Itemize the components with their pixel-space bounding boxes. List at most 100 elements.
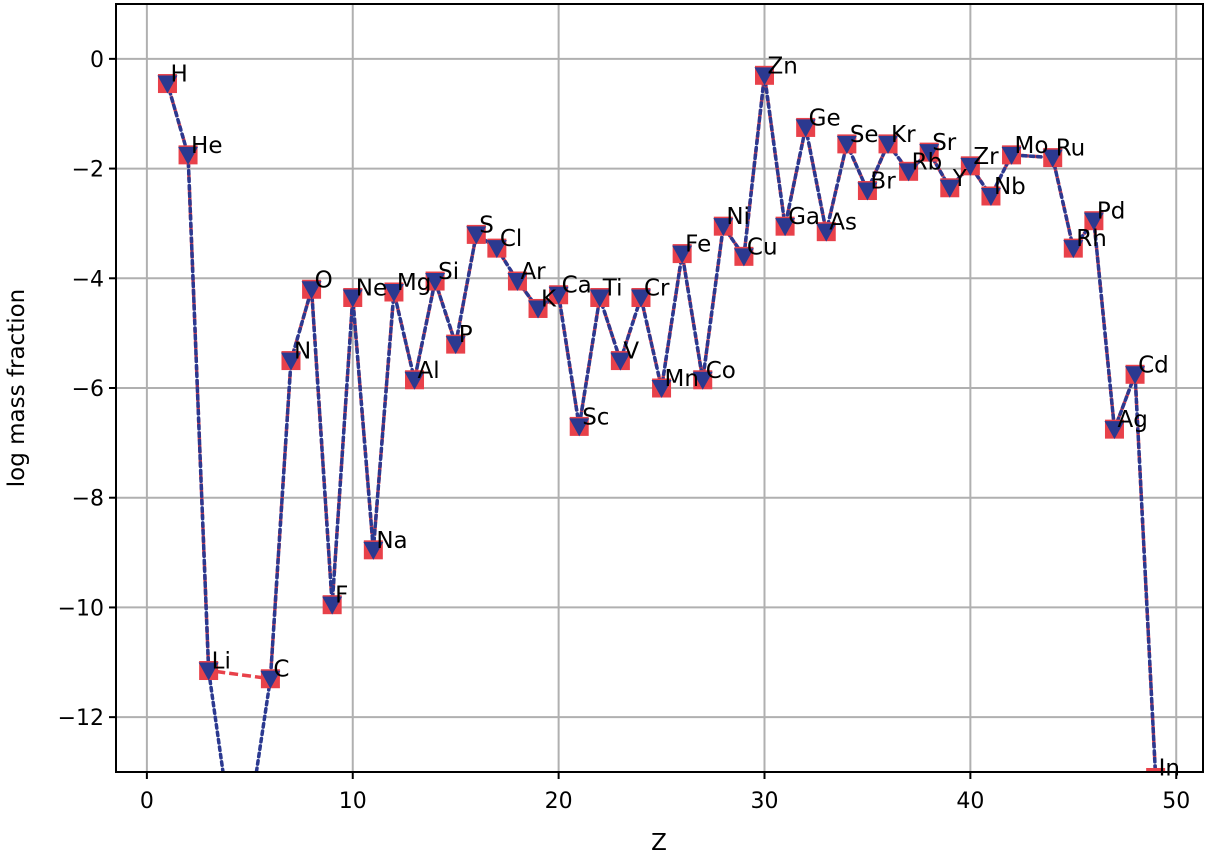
element-label: K xyxy=(541,286,557,312)
element-label: Kr xyxy=(891,122,916,148)
triangle-marker xyxy=(1104,421,1125,440)
y-tick-label: −12 xyxy=(58,706,104,731)
element-label: Nb xyxy=(994,174,1026,200)
element-label: N xyxy=(294,339,311,365)
y-tick-label: −4 xyxy=(72,267,104,292)
triangle-marker xyxy=(507,273,528,292)
element-label: Ne xyxy=(356,275,387,301)
triangle-marker xyxy=(466,226,487,245)
triangle-marker xyxy=(198,662,219,681)
element-label: Ge xyxy=(809,105,841,131)
element-label: Se xyxy=(850,122,879,148)
triangle-marker xyxy=(651,380,672,398)
y-tick-label: −10 xyxy=(58,596,104,621)
triangle-marker xyxy=(919,144,940,163)
triangle-marker xyxy=(178,146,199,165)
triangle-marker xyxy=(692,371,713,390)
element-label: Mn xyxy=(665,366,699,392)
triangle-marker xyxy=(260,670,281,689)
element-label: Sc xyxy=(582,404,609,430)
element-label: Ag xyxy=(1117,407,1147,433)
y-tick-label: −8 xyxy=(72,487,104,512)
element-label: Mg xyxy=(397,270,431,296)
x-tick-label: 40 xyxy=(956,789,984,814)
triangle-marker xyxy=(548,286,569,305)
triangle-marker xyxy=(1001,146,1022,165)
element-label: Cd xyxy=(1138,352,1169,378)
x-tick-label: 30 xyxy=(750,789,778,814)
element-label: Na xyxy=(376,528,407,554)
triangle-marker xyxy=(960,157,981,176)
element-label: Cr xyxy=(644,275,670,301)
triangle-marker xyxy=(425,273,446,292)
element-label: Ti xyxy=(602,275,623,301)
element-label: Mo xyxy=(1015,133,1049,159)
triangle-marker xyxy=(322,596,343,615)
element-label: Cu xyxy=(747,234,778,260)
triangle-marker xyxy=(569,418,590,437)
square-marker xyxy=(1146,767,1166,772)
triangle-marker xyxy=(445,336,466,355)
element-label: Rh xyxy=(1076,226,1107,252)
triangle-marker xyxy=(404,371,425,390)
axis-ticks: 0 10 20 30 40 50 0 −2 −4 −6 −8 −10 −12 xyxy=(58,48,1191,814)
triangle-marker xyxy=(383,284,404,302)
triangle-marker xyxy=(939,179,960,198)
element-label: Fe xyxy=(685,232,711,258)
triangle-marker xyxy=(157,75,178,94)
element-label: Rb xyxy=(912,149,943,175)
triangle-marker xyxy=(878,135,899,154)
element-label: Si xyxy=(438,259,459,285)
triangle-marker xyxy=(754,67,775,86)
element-label: Ru xyxy=(1056,136,1086,162)
triangle-marker xyxy=(713,218,734,237)
triangle-marker xyxy=(1063,240,1084,259)
element-label: Ca xyxy=(562,273,592,299)
element-label: P xyxy=(459,322,473,348)
triangle-marker xyxy=(301,281,322,300)
y-tick-label: −6 xyxy=(72,377,104,402)
element-label: Zn xyxy=(767,53,797,79)
triangle-marker xyxy=(836,135,857,154)
triangle-marker xyxy=(342,289,363,308)
x-axis-label: Z xyxy=(651,830,667,853)
element-label: F xyxy=(335,583,348,609)
triangle-marker xyxy=(733,248,754,267)
element-label: Co xyxy=(706,358,736,384)
plot-area xyxy=(157,65,1166,772)
triangle-marker xyxy=(486,240,507,259)
triangle-marker xyxy=(528,300,549,319)
element-label: Zr xyxy=(973,144,999,170)
triangle-marker xyxy=(610,352,631,371)
x-tick-label: 0 xyxy=(140,789,154,814)
x-tick-label: 50 xyxy=(1162,789,1190,814)
triangle-marker xyxy=(363,541,384,560)
x-tick-label: 20 xyxy=(545,789,573,814)
element-label: Sr xyxy=(932,130,957,156)
triangle-marker xyxy=(795,119,816,138)
triangle-marker xyxy=(630,289,651,308)
triangle-marker xyxy=(1042,149,1063,168)
triangle-marker xyxy=(1083,212,1104,231)
grid xyxy=(116,4,1203,772)
element-label: S xyxy=(479,212,494,238)
y-tick-label: 0 xyxy=(90,48,104,73)
element-label: Pd xyxy=(1097,199,1125,225)
y-axis-label: log mass fraction xyxy=(4,289,30,488)
element-label: Ni xyxy=(726,204,750,230)
x-tick-label: 10 xyxy=(339,789,367,814)
triangle-marker xyxy=(1125,366,1146,385)
triangle-marker xyxy=(775,218,796,237)
element-label: Ga xyxy=(788,204,820,230)
element-label: In xyxy=(1159,755,1180,781)
element-label: Ar xyxy=(520,259,546,285)
element-label: As xyxy=(829,210,857,236)
element-label: V xyxy=(623,339,639,365)
triangle-marker xyxy=(816,223,837,242)
element-label: H xyxy=(170,62,187,88)
triangle-marker xyxy=(589,289,610,308)
triangle-marker xyxy=(672,245,693,264)
element-label: Li xyxy=(212,649,231,675)
